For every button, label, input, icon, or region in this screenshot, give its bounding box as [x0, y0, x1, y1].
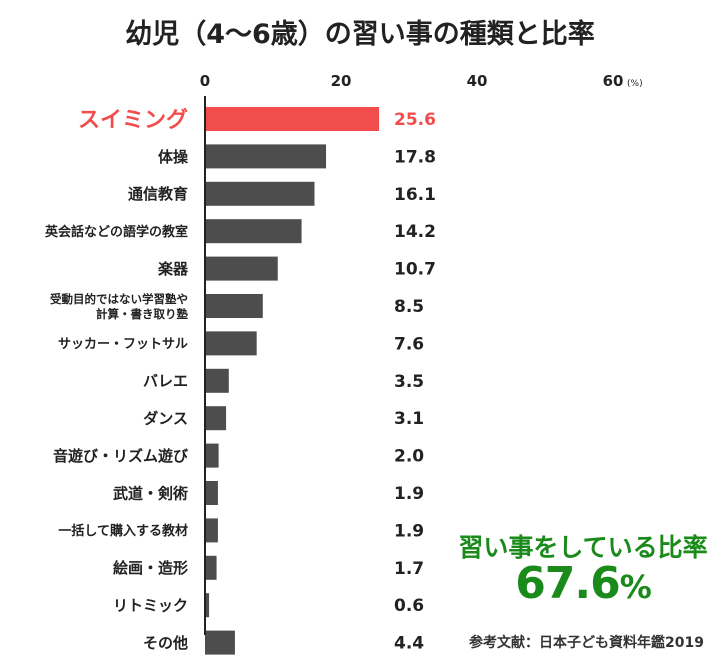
source-citation: 参考文献：日本子ども資料年鑑2019 — [469, 635, 704, 651]
value-label: 2.0 — [394, 447, 424, 467]
category-label: 英会話などの語学の教室 — [44, 224, 188, 240]
category-label: 通信教育 — [128, 185, 188, 203]
bar — [205, 443, 219, 468]
value-label: 17.8 — [394, 147, 436, 167]
bar — [205, 331, 257, 356]
bar — [205, 406, 227, 431]
bar — [205, 256, 278, 281]
summary-unit: % — [619, 568, 652, 606]
value-label: 3.5 — [394, 372, 424, 392]
x-tick-label: 0 — [200, 72, 210, 90]
bar — [205, 107, 380, 131]
category-label: サッカー・フットサル — [58, 337, 188, 352]
bar — [205, 294, 263, 318]
bar — [205, 181, 315, 206]
category-label: 絵画・造形 — [113, 559, 188, 577]
category-label: バレエ — [143, 372, 188, 390]
category-label: 楽器 — [158, 260, 189, 278]
bar — [205, 368, 229, 393]
bar — [205, 144, 327, 169]
value-label: 25.6 — [394, 110, 436, 130]
bar — [205, 518, 218, 543]
category-label: リトミック — [113, 597, 188, 615]
bar — [205, 219, 302, 244]
value-label: 1.9 — [394, 521, 424, 541]
value-label: 8.5 — [394, 297, 424, 317]
value-label: 16.1 — [394, 185, 436, 205]
chart-title: 幼児（4〜6歳）の習い事の種類と比率 — [125, 19, 595, 50]
summary-label: 習い事をしている比率 — [458, 533, 708, 562]
category-label: ダンス — [143, 410, 188, 428]
category-label: その他 — [143, 634, 188, 652]
value-label: 3.1 — [394, 409, 424, 429]
category-label: 受動目的ではない学習塾や — [50, 292, 188, 306]
bar — [205, 630, 235, 655]
x-tick-label: 60 — [603, 72, 624, 90]
value-label: 1.7 — [394, 559, 424, 579]
summary-number: 67.6 — [515, 558, 621, 609]
bar — [205, 481, 218, 505]
category-label: 一括して購入する教材 — [58, 523, 188, 539]
value-label: 14.2 — [394, 222, 436, 242]
value-label: 10.7 — [394, 260, 436, 280]
category-label: スイミング — [78, 107, 188, 133]
category-label: 音遊び・リズム遊び — [53, 447, 188, 465]
x-tick-label: 20 — [331, 72, 352, 90]
value-label: 1.9 — [394, 484, 424, 504]
summary-value: 67.6% — [452, 558, 714, 609]
category-label: 体操 — [158, 148, 189, 166]
value-label: 7.6 — [394, 334, 424, 354]
category-label: 計算・書き取り塾 — [96, 307, 188, 321]
x-axis-unit: (%) — [627, 79, 643, 89]
category-label: 武道・剣術 — [113, 484, 188, 502]
value-label: 4.4 — [394, 634, 424, 654]
value-label: 0.6 — [394, 596, 424, 616]
x-tick-label: 40 — [467, 72, 488, 90]
bar — [205, 593, 210, 618]
bar — [205, 555, 217, 580]
